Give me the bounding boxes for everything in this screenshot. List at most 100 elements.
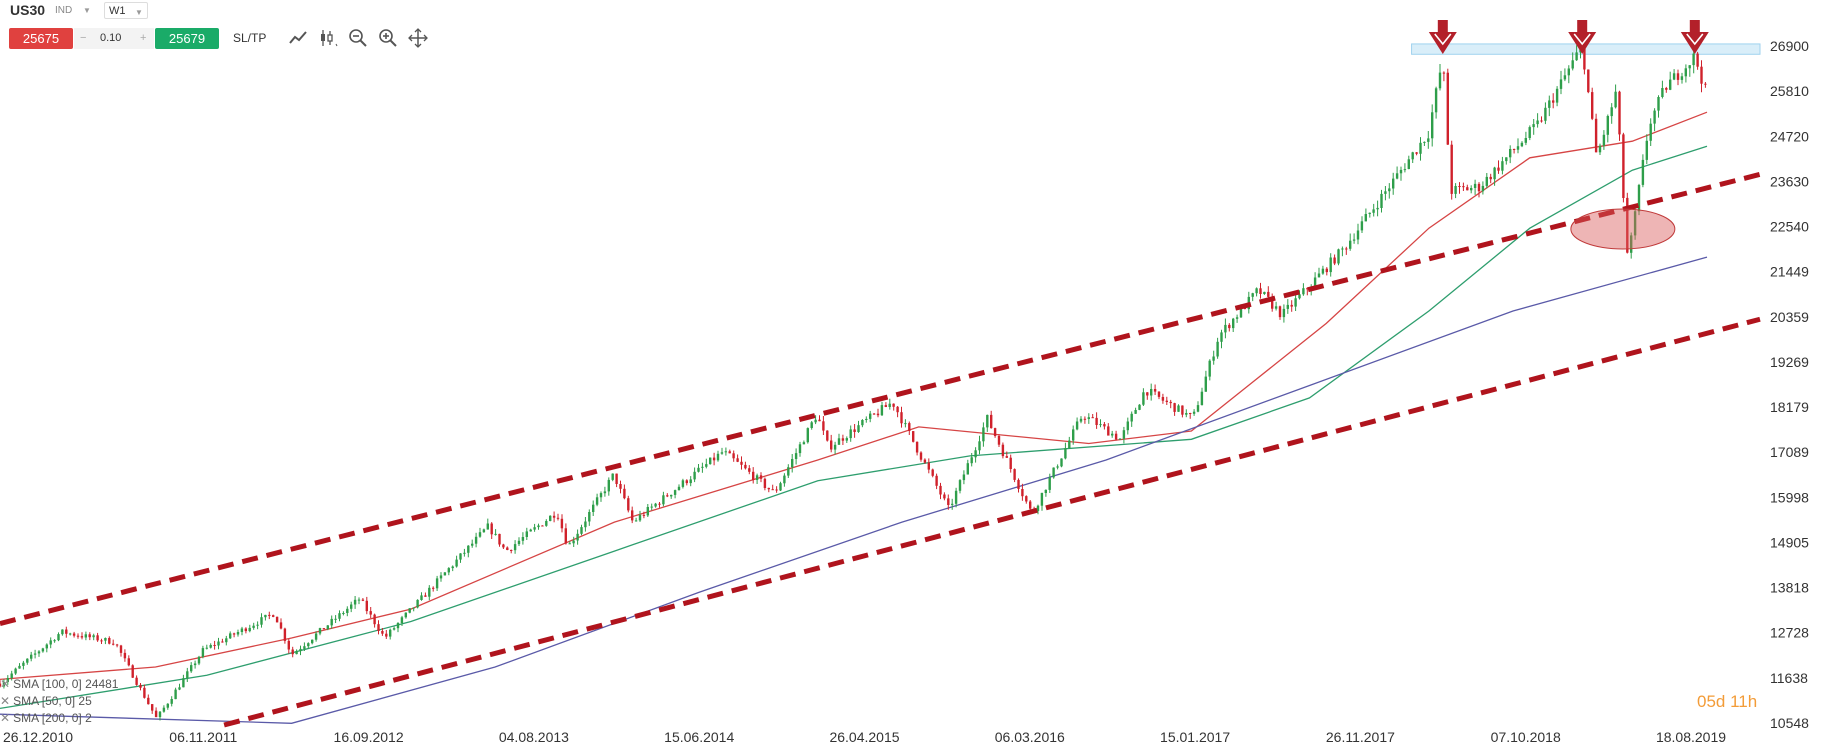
close-icon[interactable]: ✕ — [0, 711, 11, 725]
candle-body — [1438, 72, 1442, 89]
candle — [1438, 64, 1442, 91]
candle — [439, 572, 443, 582]
candle — [732, 450, 735, 462]
candle — [954, 487, 958, 508]
candle — [471, 539, 474, 548]
candle-body — [931, 469, 934, 476]
candle — [455, 555, 458, 568]
candle-body — [806, 428, 809, 443]
candle — [299, 645, 302, 656]
candle-body — [127, 658, 130, 666]
candle-body — [1470, 188, 1473, 191]
candle — [1345, 246, 1348, 255]
candle — [556, 513, 560, 521]
candle-body — [1602, 134, 1606, 146]
candle-body — [18, 665, 21, 669]
candle — [576, 529, 579, 545]
candle — [1481, 181, 1485, 195]
candle — [1150, 383, 1153, 401]
candle — [1349, 233, 1352, 251]
crosshair-icon[interactable] — [408, 28, 428, 48]
candle — [1395, 166, 1399, 180]
candle-body — [580, 527, 583, 534]
legend-entry-sma200[interactable]: ✕ SMA [200, 0] 2 — [0, 710, 118, 727]
candle-body — [108, 638, 111, 644]
timeframe-select[interactable]: W1 ▼ — [104, 2, 148, 19]
line-chart-icon[interactable] — [288, 28, 308, 48]
candle — [1138, 404, 1141, 411]
candle-body — [927, 462, 930, 470]
candle-body — [112, 643, 115, 645]
chevron-down-icon[interactable]: ▼ — [83, 6, 91, 15]
candle — [517, 537, 521, 546]
candle — [1454, 183, 1457, 199]
candlestick-icon[interactable] — [318, 28, 338, 48]
candle — [295, 649, 298, 655]
candle-body — [962, 474, 966, 481]
y-tick-label: 26900 — [1770, 38, 1809, 54]
candle-body — [865, 418, 868, 420]
candle-body — [100, 640, 103, 642]
sltp-button[interactable]: SL/TP — [233, 31, 267, 45]
candle — [1302, 283, 1305, 296]
candle — [1575, 45, 1578, 61]
candle-body — [84, 634, 87, 638]
candle-body — [209, 645, 212, 648]
zoom-out-icon[interactable] — [348, 28, 368, 48]
candle-body — [681, 480, 685, 487]
candle-body — [716, 453, 720, 461]
candle — [225, 635, 228, 646]
candle-body — [513, 544, 517, 551]
symbol-name[interactable]: US30 — [10, 2, 46, 18]
candle-body — [381, 631, 384, 634]
candle — [268, 611, 271, 620]
zoom-in-icon[interactable] — [378, 28, 398, 48]
candle — [978, 435, 981, 455]
close-icon[interactable]: ✕ — [0, 694, 11, 708]
candle-body — [213, 645, 216, 646]
candle — [627, 495, 630, 513]
candle — [182, 674, 185, 688]
candle — [1017, 478, 1020, 493]
x-tick-label: 26.12.2010 — [3, 729, 73, 745]
candle — [1294, 294, 1297, 311]
candle-body — [521, 537, 525, 541]
close-icon[interactable]: ✕ — [0, 677, 11, 691]
candle-body — [631, 510, 634, 521]
candle — [728, 449, 731, 454]
candle — [287, 639, 290, 654]
candle-body — [1567, 68, 1570, 76]
candle-body — [369, 611, 372, 615]
candle — [232, 632, 236, 638]
legend-entry-sma100[interactable]: ✕ SMA [100, 0] 24481 — [0, 676, 118, 693]
candle-body — [326, 625, 329, 630]
candle-body — [954, 490, 958, 504]
candle-body — [744, 464, 747, 469]
buy-button[interactable]: 25679 — [155, 28, 219, 49]
candle — [338, 610, 341, 622]
candle — [1142, 388, 1145, 406]
volume-increase-button[interactable]: + — [140, 32, 147, 44]
candle-body — [1540, 120, 1543, 122]
candle — [229, 631, 232, 639]
candle — [275, 616, 279, 623]
candle-body — [1544, 107, 1547, 121]
candle-body — [166, 703, 169, 708]
candle — [767, 487, 770, 493]
candle-body — [65, 629, 68, 634]
candle — [377, 620, 380, 635]
candle — [41, 647, 45, 653]
sell-button[interactable]: 25675 — [9, 28, 73, 49]
volume-stepper[interactable]: − 0.10 + — [74, 28, 154, 49]
candle-body — [677, 486, 681, 491]
candle-body — [970, 457, 973, 464]
legend-entry-sma50[interactable]: ✕ SMA [50, 0] 25 — [0, 693, 118, 710]
volume-decrease-button[interactable]: − — [80, 32, 87, 44]
candle-body — [732, 453, 735, 459]
arrow-shaft — [1577, 20, 1588, 34]
candle-body — [615, 473, 618, 484]
candle — [1278, 305, 1282, 320]
volume-value[interactable]: 0.10 — [100, 32, 122, 44]
candle — [861, 419, 864, 428]
